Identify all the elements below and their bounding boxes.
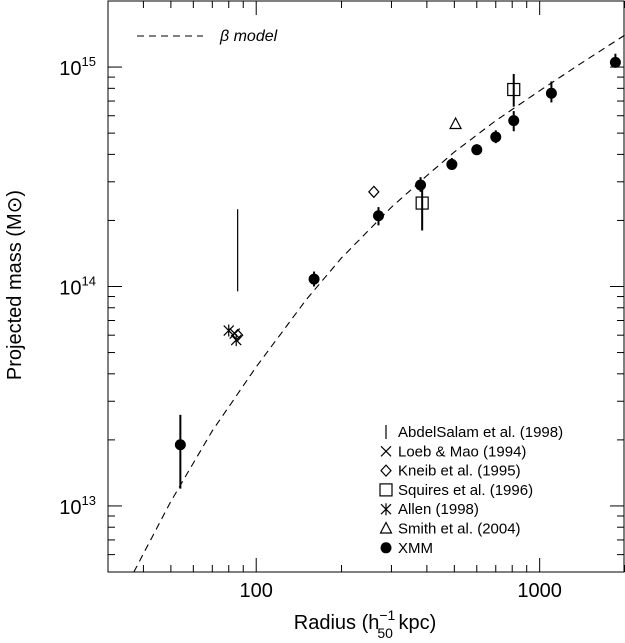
plot-area [133, 34, 625, 572]
legend-marker [380, 542, 392, 554]
dot-point [308, 273, 320, 285]
legend: AbdelSalam et al. (1998) Loeb & Mao (1994… [379, 424, 563, 557]
x-axis-title: Radius (h−1 50 kpc) [294, 607, 437, 641]
dot-point [490, 131, 502, 143]
dot-point [415, 179, 427, 191]
legend-label: Kneib et al. (1995) [398, 463, 521, 480]
legend-marker [380, 503, 392, 516]
legend-label: Allen (1998) [398, 501, 479, 518]
asterisk-point [223, 324, 235, 337]
dot-point [471, 144, 483, 156]
dot-point [446, 158, 458, 170]
beta-model-line [133, 34, 625, 572]
legend-top: β model [137, 28, 278, 45]
legend-label: Squires et al. (1996) [398, 482, 533, 499]
dot-point [174, 439, 186, 451]
dot-point [372, 210, 384, 222]
axis-ticks [107, 0, 625, 573]
y-tick-label: 1015 [59, 54, 96, 80]
data-marks [174, 53, 621, 489]
square-point [415, 196, 429, 210]
legend-marker [380, 445, 392, 457]
legend-marker [379, 483, 393, 497]
y-tick-label: 1013 [59, 493, 96, 519]
x-tick-label: 1000 [517, 580, 562, 602]
x-tick-label: 100 [240, 580, 273, 602]
legend-label: Loeb & Mao (1994) [398, 443, 526, 460]
asterisk-point [230, 334, 242, 347]
y-axis-title: Projected mass (M⊙) [2, 190, 26, 380]
legend-label: XMM [398, 540, 433, 557]
dot-point [508, 115, 520, 127]
triangle-point [449, 116, 463, 130]
legend-beta-label: β model [219, 28, 278, 45]
plot-frame [107, 0, 625, 573]
dot-point [545, 87, 557, 99]
tick-labels: 100 1000 1013 1014 1015 [59, 54, 562, 602]
legend-marker [379, 521, 393, 534]
square-point [507, 82, 521, 97]
legend-marker [380, 464, 392, 477]
dot-point [609, 56, 621, 68]
legend-label: Smith et al. (2004) [398, 521, 521, 538]
y-tick-label: 1014 [59, 274, 96, 300]
diamond-point [368, 185, 380, 199]
legend-label: AbdelSalam et al. (1998) [398, 424, 563, 441]
